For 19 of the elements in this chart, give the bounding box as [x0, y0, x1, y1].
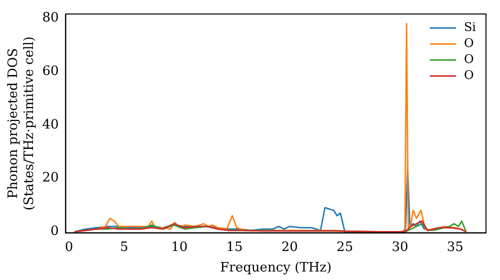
- x-axis-title: Frequency (THz): [220, 260, 332, 276]
- x-tick-label: 10: [171, 240, 188, 255]
- x-tick-label: 0: [64, 240, 74, 255]
- y-tick-label: 60: [42, 64, 59, 80]
- x-tick-label: 35: [446, 240, 464, 255]
- x-tick-label: 30: [392, 240, 408, 255]
- y-tick-label: 40: [42, 117, 59, 132]
- legend-label: O: [464, 36, 474, 50]
- x-tick-label: 25: [336, 240, 354, 255]
- y-axis-title: Phonon projected DOS (States/THz·primitive cell): [6, 36, 37, 210]
- x-tick-label: 5: [120, 240, 128, 255]
- y-tick-label: 80: [42, 10, 59, 26]
- y-tick-label: 20: [42, 170, 59, 186]
- y-tick-label: 0: [50, 224, 59, 240]
- x-tick-label: 15: [226, 240, 243, 255]
- x-tick-label: 20: [281, 240, 298, 255]
- legend-label: Si: [464, 20, 476, 34]
- legend-label: O: [464, 68, 474, 82]
- legend-label: O: [464, 52, 474, 66]
